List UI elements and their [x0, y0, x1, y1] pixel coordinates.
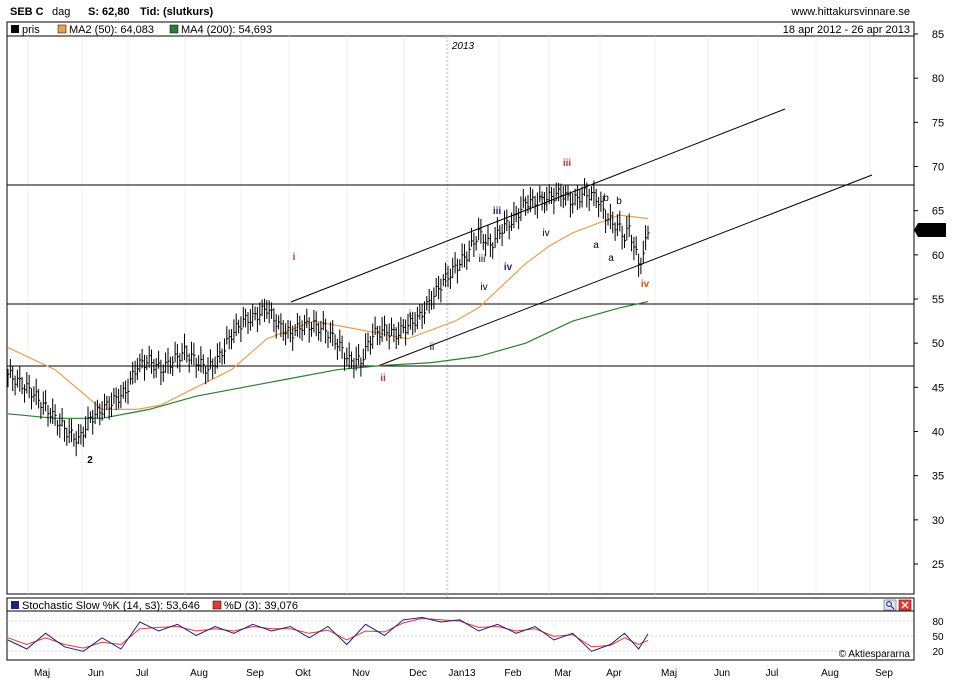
wave-label-green-iii-low: iii [479, 254, 486, 265]
wave-label-green-b: b [603, 193, 609, 204]
x-tick-label: Maj [661, 668, 677, 679]
year-label: 2013 [451, 41, 475, 52]
wave-label-green-iii: iii [539, 192, 546, 203]
y-tick-label: 55 [932, 294, 944, 306]
wave-label-red-ii: ii [380, 373, 386, 384]
x-tick-label: Jul [136, 668, 149, 679]
wave-label-orange-iv: iv [641, 279, 650, 290]
legend: pris MA2 (50): 64,083 MA4 (200): 54,693 … [11, 24, 910, 36]
price-y-axis: 85 80 75 70 65 60 55 50 45 40 35 30 25 [914, 29, 944, 571]
y-tick-label: 30 [932, 515, 944, 527]
interval-label: dag [52, 6, 70, 18]
price-bars [7, 178, 650, 457]
magnifier-icon[interactable] [883, 599, 897, 611]
x-tick-label: Jun [714, 668, 730, 679]
x-tick-label: Mar [554, 668, 572, 679]
legend-swatch-ma200 [169, 24, 179, 34]
legend-ma50: MA2 (50): 64,083 [69, 24, 154, 36]
stochastic-panel [6, 597, 915, 661]
stochastic-legend: Stochastic Slow %K (14, s3): 53,646 %D (… [11, 600, 298, 612]
x-tick-label: Feb [504, 668, 522, 679]
y-tick-label: 80 [932, 73, 944, 85]
wave-label-blue-i: i [409, 309, 411, 320]
x-tick-label: Dec [409, 668, 427, 679]
y-tick-label: 45 [932, 382, 944, 394]
last-price-badge: 62,80 [914, 223, 946, 237]
y-tick-label: 85 [932, 29, 944, 41]
wave-label-blue-a: a [608, 253, 614, 264]
x-tick-label: Apr [606, 668, 622, 679]
x-tick-label: Jul [766, 668, 779, 679]
wave-label-red-iii: iii [563, 158, 572, 169]
wave-label-blue-iii: iii [493, 206, 502, 217]
channel-lower-line [377, 174, 873, 367]
ma200-line [7, 301, 649, 419]
stoch-tick-50: 50 [932, 632, 944, 643]
x-tick-label: Nov [352, 668, 370, 679]
ma50-line [7, 214, 649, 410]
time-label: Tid: (slutkurs) [140, 6, 213, 18]
y-tick-label: 50 [932, 338, 944, 350]
legend-pris: pris [22, 24, 40, 36]
y-tick-label: 75 [932, 117, 944, 129]
symbol-label: SEB C [10, 6, 44, 18]
month-x-axis: Maj Jun Jul Aug Sep Okt Nov Dec Jan13 Feb Mar Apr Ma… [34, 668, 893, 679]
stoch-k-label: Stochastic Slow %K (14, s3): 53,646 [22, 600, 200, 612]
x-tick-label: Aug [190, 668, 208, 679]
wave-labels: 2 i ii iii iv i ii iii iv a b iii iv iii… [87, 158, 649, 466]
close-icon[interactable] [898, 599, 912, 611]
legend-swatch-pris [11, 25, 19, 33]
wave-label-green-iv: iv [542, 228, 549, 239]
last-price-badge-text: 62,80 [917, 225, 945, 237]
date-range-label: 18 apr 2012 - 26 apr 2013 [783, 24, 910, 36]
x-tick-label: Sep [246, 668, 264, 679]
y-tick-label: 65 [932, 206, 944, 218]
stoch-d-swatch [212, 600, 222, 610]
last-price-label: S: 62,80 [88, 6, 130, 18]
x-tick-label: Sep [875, 668, 893, 679]
y-tick-label: 25 [932, 559, 944, 571]
x-tick-label: Jan13 [448, 668, 476, 679]
y-tick-label: 35 [932, 471, 944, 483]
chart-header: SEB C dag S: 62,80 Tid: (slutkurs) www.h… [10, 6, 910, 18]
stoch-tick-80: 80 [932, 617, 944, 628]
stochastic-k-line [7, 616, 649, 652]
site-label: www.hittakursvinnare.se [790, 6, 910, 18]
wave-label-green-a: a [593, 240, 599, 251]
wave-label-blue-iv: iv [504, 262, 513, 273]
legend-swatch-ma50 [57, 24, 67, 34]
copyright-label: © Aktiespararna [839, 649, 911, 660]
wave-label-blue-b: b [616, 196, 622, 207]
stoch-k-swatch [11, 601, 19, 609]
stoch-tick-20: 20 [932, 647, 944, 658]
stoch-d-label: %D (3): 39,076 [224, 600, 298, 612]
y-tick-label: 70 [932, 162, 944, 174]
vertical-gridlines [27, 36, 871, 594]
x-tick-label: Maj [34, 668, 50, 679]
wave-label-blue-ii: ii [430, 342, 434, 353]
y-tick-label: 60 [932, 250, 944, 262]
wave-label-2: 2 [87, 455, 93, 466]
x-tick-label: Okt [295, 668, 311, 679]
legend-ma200: MA4 (200): 54,693 [181, 24, 272, 36]
x-tick-label: Jun [88, 668, 104, 679]
price-plot-frame [6, 21, 915, 595]
wave-label-green-iv-low: iv [480, 282, 487, 293]
wave-label-red-i: i [293, 252, 296, 263]
x-tick-label: Aug [821, 668, 839, 679]
y-tick-label: 40 [932, 427, 944, 439]
